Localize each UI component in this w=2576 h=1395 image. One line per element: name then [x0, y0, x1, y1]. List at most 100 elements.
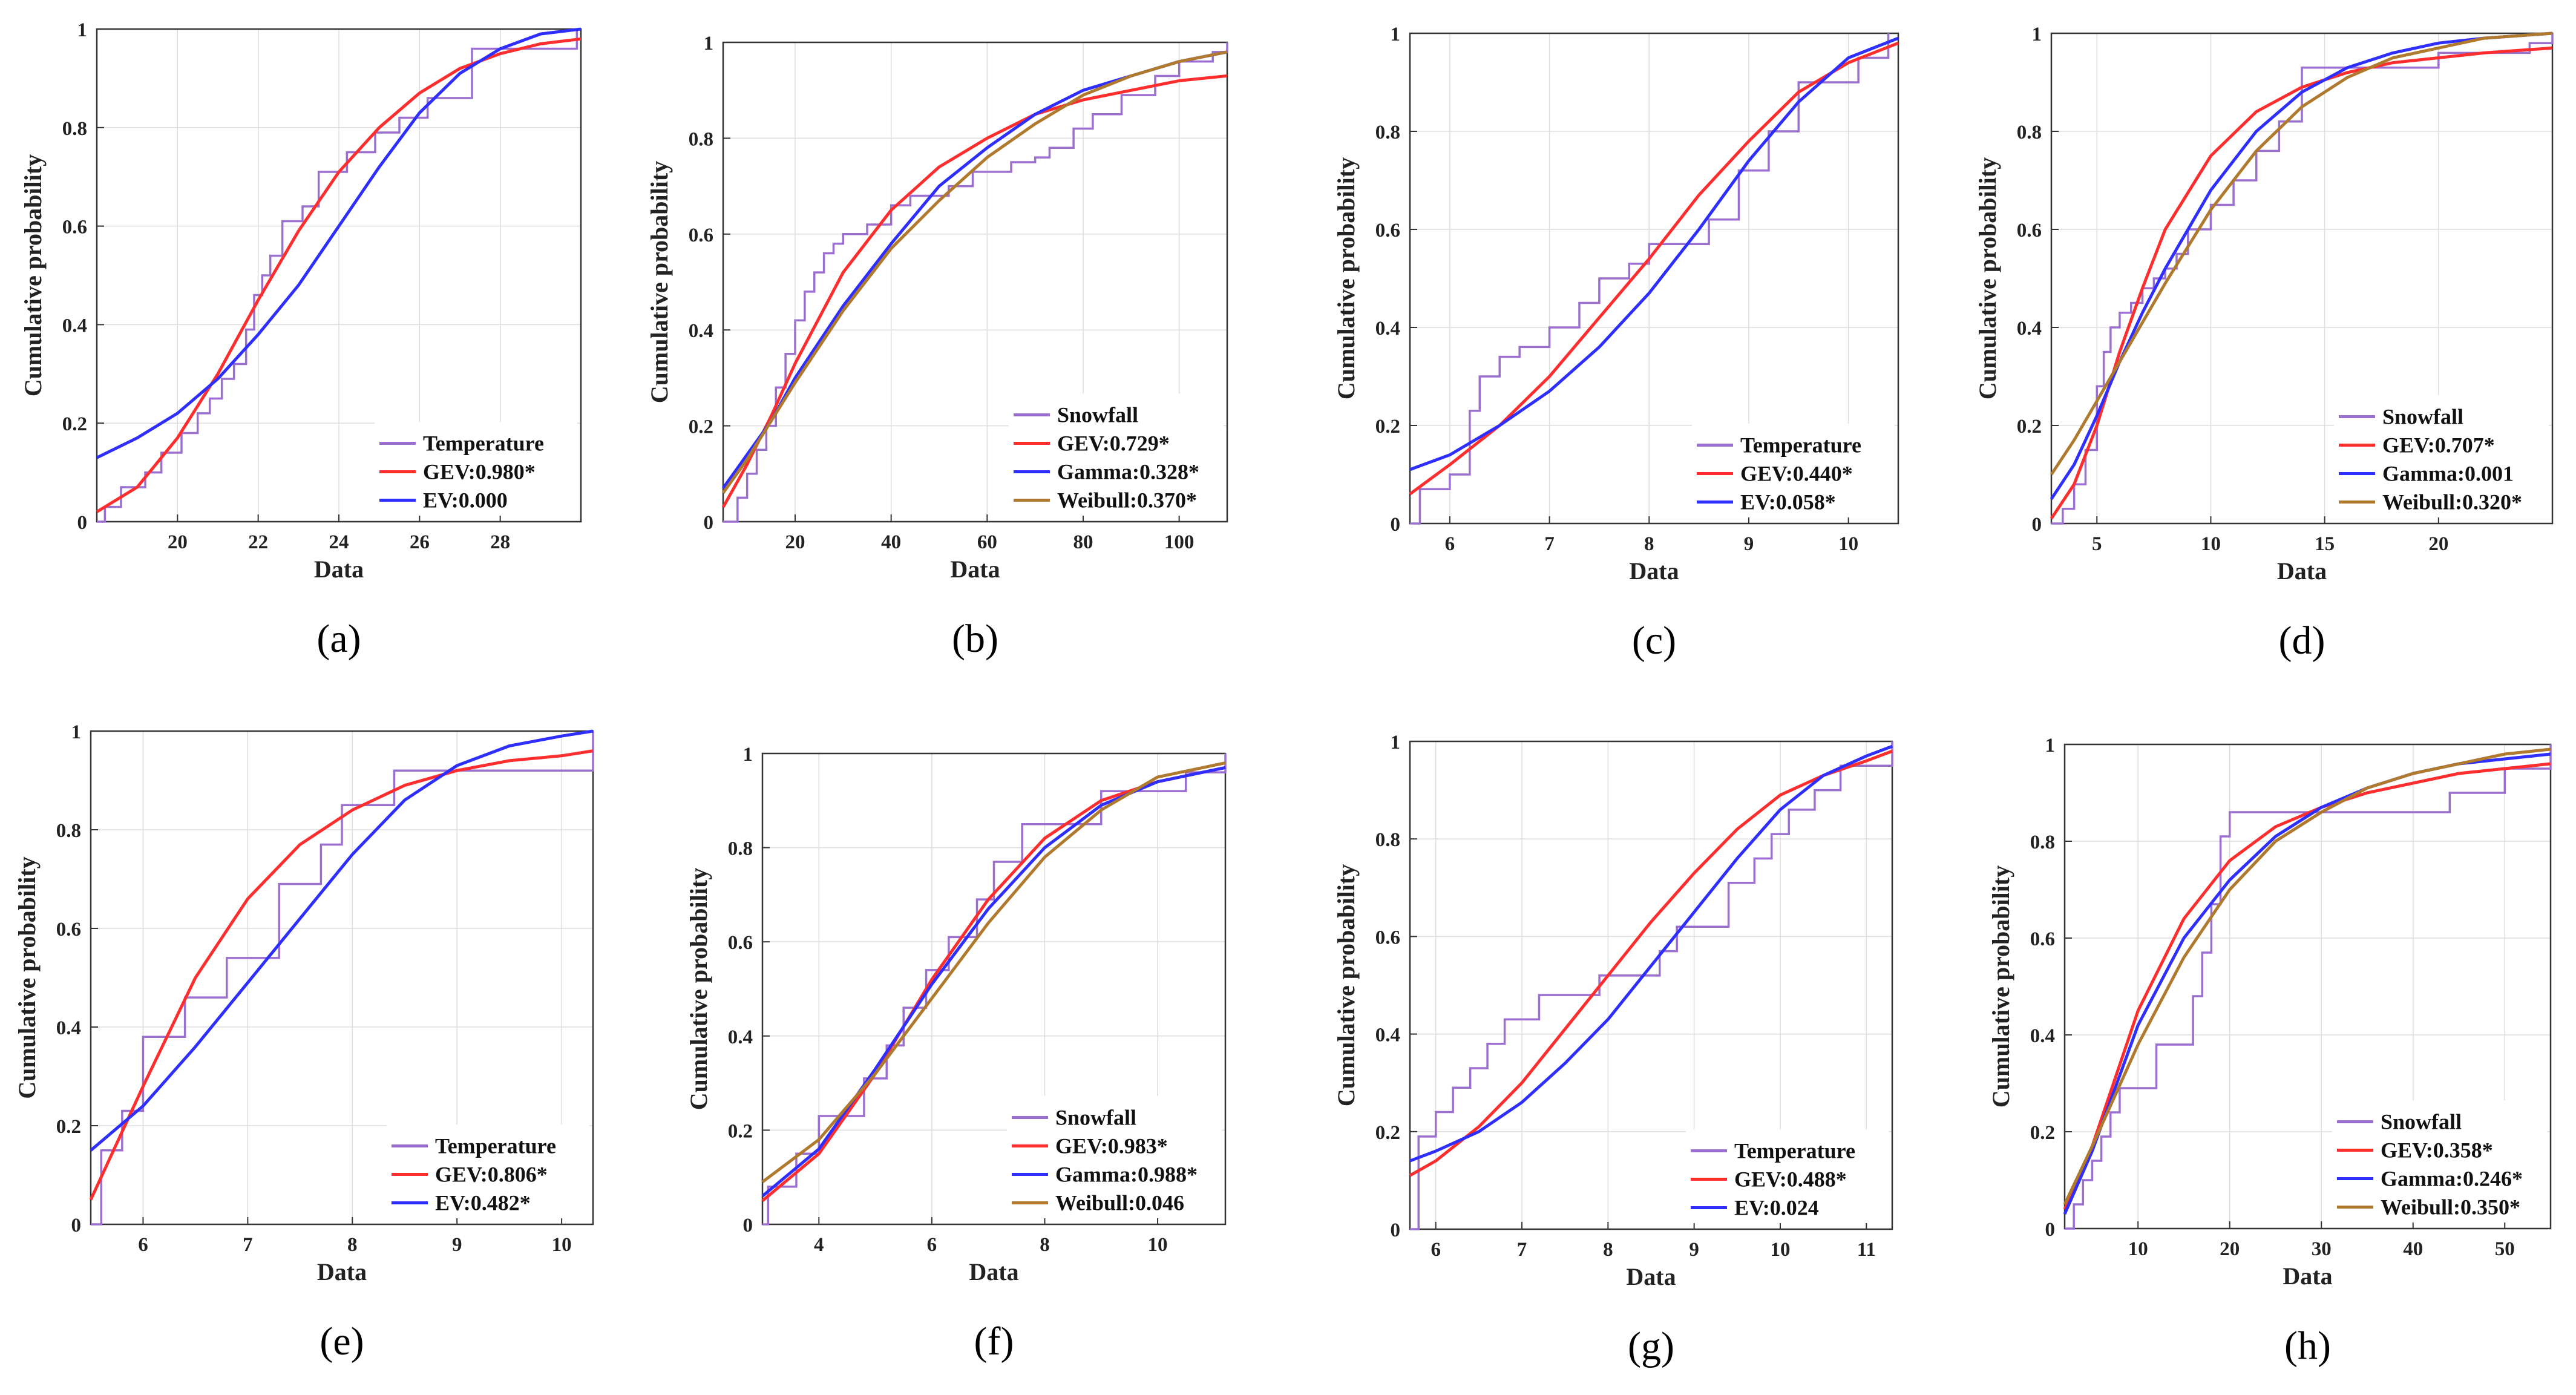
y-tick-label: 0.2 — [2030, 1122, 2055, 1144]
x-tick-label: 20 — [785, 531, 805, 553]
chart-panel-a: 20 22 24 26 28 0 0.2 0.4 0.6 0.8 1 Data Cumulative p… — [19, 19, 582, 661]
x-tick-label: 15 — [2315, 533, 2335, 555]
x-axis-label: Data — [1626, 1263, 1676, 1290]
x-tick-label: 24 — [329, 531, 349, 553]
fitted-cdf-ev — [96, 27, 582, 459]
x-tick-label: 8 — [1603, 1239, 1613, 1261]
fitted-cdf-gev — [96, 37, 582, 513]
y-tick-label: 0.6 — [1375, 220, 1400, 241]
panel-label: (e) — [320, 1319, 364, 1364]
y-tick-label: 0 — [77, 512, 88, 534]
fitted-cdf-gev — [2063, 762, 2551, 1210]
panel-label: (d) — [2279, 619, 2325, 663]
legend-label: Temperature — [435, 1134, 556, 1158]
x-tick-label: 11 — [1857, 1239, 1876, 1261]
chart-panel-h: 10 20 30 40 50 0 0.2 0.4 0.6 0.8 1 Data Cumulative p… — [1987, 735, 2552, 1368]
y-tick-label: 0.2 — [56, 1116, 81, 1138]
legend: Snowfall GEV:0.358* Gamma:0.246* Weibull:0.… — [2332, 1100, 2547, 1223]
x-tick-label: 8 — [1040, 1234, 1050, 1256]
y-tick-label: 0.4 — [62, 315, 87, 336]
legend-label: Gamma:0.988* — [1055, 1163, 1198, 1187]
x-tick-label: 10 — [1770, 1239, 1790, 1261]
plot-frame — [2063, 743, 2552, 1230]
panel-label: (f) — [974, 1319, 1014, 1364]
y-tick-label: 1 — [77, 19, 88, 41]
y-tick-label: 0.4 — [56, 1017, 81, 1039]
x-axis-label: Data — [317, 1258, 367, 1285]
fitted-cdf-gev — [721, 74, 1228, 508]
y-tick-label: 0.8 — [1375, 122, 1400, 143]
x-tick-label: 26 — [410, 531, 430, 553]
chart-panel-d: 5 10 15 20 0 0.2 0.4 0.6 0.8 1 Data Cumulative prob… — [1974, 24, 2554, 663]
legend-label: GEV:0.983* — [1055, 1134, 1168, 1158]
legend: Temperature GEV:0.488* EV:0.024 — [1686, 1129, 1889, 1223]
legend-label: Temperature — [1740, 433, 1861, 458]
chart-panel-e: 6 7 8 9 10 0 0.2 0.4 0.6 0.8 1 Data Cumulative proba… — [13, 721, 594, 1364]
x-tick-label: 10 — [2128, 1238, 2148, 1260]
legend-label: Weibull:0.370* — [1057, 488, 1197, 513]
empirical-cdf-step — [91, 731, 594, 1226]
legend: Snowfall GEV:0.983* Gamma:0.988* Weibull:0.… — [1007, 1096, 1222, 1218]
x-tick-label: 10 — [552, 1234, 572, 1256]
legend-label: Weibull:0.046 — [1055, 1191, 1184, 1215]
x-tick-label: 100 — [1164, 531, 1195, 553]
y-axis-label: Cumulative probability — [685, 868, 712, 1110]
y-tick-label: 0.6 — [2030, 928, 2055, 950]
y-tick-label: 1 — [1391, 732, 1401, 753]
x-tick-label: 80 — [1073, 531, 1093, 553]
y-tick-label: 1 — [2045, 735, 2056, 757]
legend: Snowfall GEV:0.707* Gamma:0.001 Weibull:0.3… — [2334, 395, 2549, 517]
y-tick-label: 0.8 — [62, 118, 87, 140]
legend-label: EV:0.000 — [423, 488, 508, 513]
x-tick-label: 22 — [248, 531, 268, 553]
legend-label: Gamma:0.001 — [2382, 462, 2514, 486]
y-tick-label: 0.2 — [62, 413, 87, 435]
y-axis-label: Cumulative probability — [1987, 865, 2014, 1108]
y-tick-label: 0.6 — [56, 919, 81, 940]
y-tick-label: 0 — [743, 1215, 753, 1236]
y-tick-label: 0 — [1391, 514, 1401, 536]
legend-label: GEV:0.358* — [2381, 1138, 2493, 1163]
x-tick-label: 6 — [1431, 1239, 1441, 1261]
y-tick-label: 1 — [743, 744, 753, 766]
x-tick-label: 50 — [2495, 1238, 2515, 1260]
legend-label: EV:0.058* — [1740, 490, 1836, 514]
y-tick-label: 0.4 — [728, 1026, 753, 1048]
panel-label: (g) — [1628, 1324, 1674, 1368]
y-tick-label: 0.8 — [2030, 832, 2055, 853]
y-axis-label: Cumulative probability — [1974, 157, 2001, 399]
legend: Temperature GEV:0.440* EV:0.058* — [1692, 424, 1895, 517]
x-tick-label: 40 — [2403, 1238, 2423, 1260]
y-tick-label: 0.8 — [728, 838, 753, 860]
y-tick-label: 0.6 — [1375, 927, 1400, 948]
y-tick-label: 1 — [71, 721, 82, 743]
x-tick-label: 30 — [2312, 1238, 2332, 1260]
y-tick-label: 0.4 — [2017, 318, 2042, 340]
y-tick-label: 1 — [1391, 24, 1401, 45]
fitted-cdf-gev — [89, 749, 594, 1201]
y-tick-label: 0.4 — [1375, 1025, 1400, 1046]
x-tick-label: 60 — [977, 531, 997, 553]
y-tick-label: 0.6 — [689, 225, 713, 246]
legend-label: GEV:0.707* — [2382, 433, 2495, 458]
plot-frame — [1409, 32, 1899, 525]
chart-panel-g: 6 7 8 9 10 11 0 0.2 0.4 0.6 0.8 1 Data Cumulative pro… — [1332, 732, 1893, 1368]
x-tick-label: 10 — [1148, 1234, 1168, 1256]
x-tick-label: 9 — [452, 1234, 462, 1256]
y-tick-label: 0.2 — [728, 1120, 753, 1142]
x-tick-label: 8 — [1644, 533, 1654, 555]
x-tick-label: 40 — [881, 531, 901, 553]
fitted-cdf-weibull — [721, 50, 1228, 494]
legend-label: Gamma:0.328* — [1057, 460, 1199, 484]
y-tick-label: 0.6 — [728, 932, 753, 954]
x-tick-label: 10 — [2201, 533, 2221, 555]
y-tick-label: 0.8 — [56, 820, 81, 842]
legend: Temperature GEV:0.806* EV:0.482* — [387, 1124, 589, 1218]
y-tick-label: 0.6 — [2017, 220, 2042, 241]
plot-frame — [2050, 32, 2554, 525]
x-tick-label: 20 — [2220, 1238, 2240, 1260]
fitted-cdf-weibull — [2050, 31, 2553, 476]
legend-label: Snowfall — [2382, 405, 2463, 429]
empirical-cdf-step — [1410, 33, 1890, 525]
